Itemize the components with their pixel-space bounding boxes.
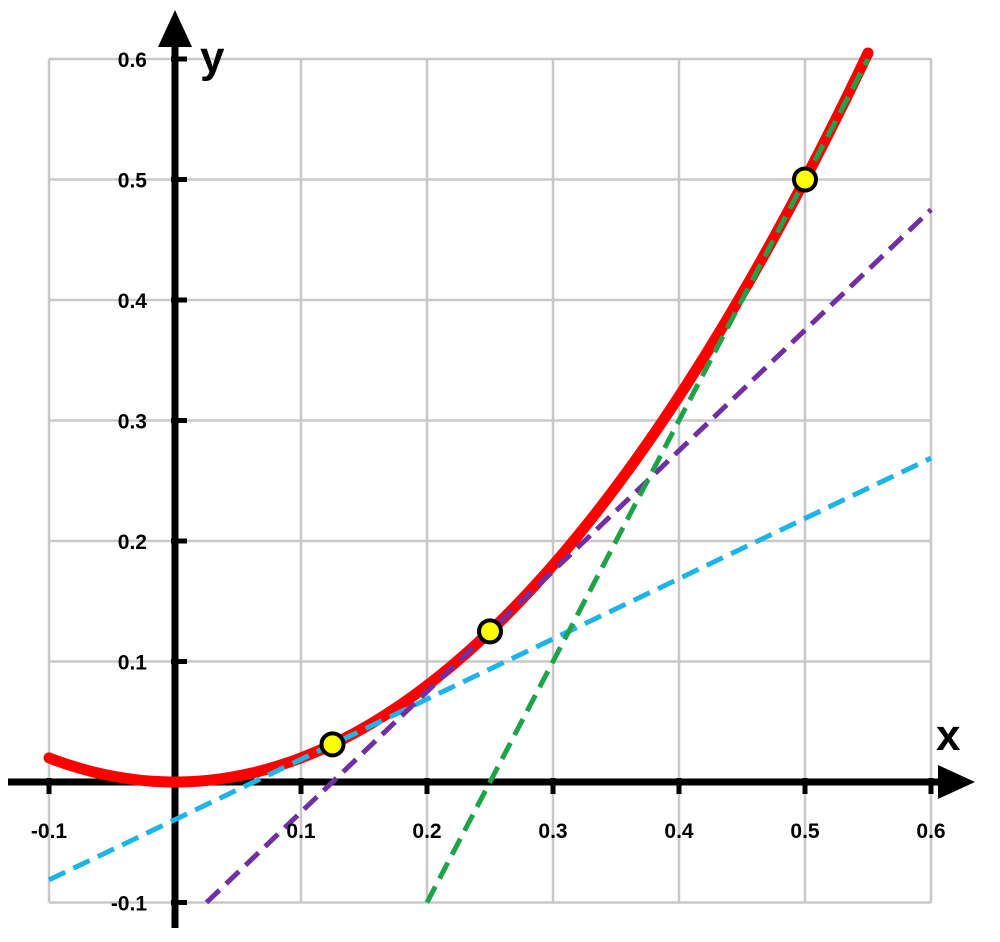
tangent-points (319, 166, 818, 758)
parabola-curve (43, 47, 874, 788)
tangent-point (792, 166, 818, 193)
y-axis-label: y (200, 33, 225, 82)
x-tick-label: 0.3 (538, 820, 567, 843)
y-tick-label: 0.1 (118, 652, 148, 675)
x-tick-label: 0.1 (286, 820, 316, 843)
tangent-line-green (424, 57, 871, 904)
plot-lines (43, 47, 933, 905)
y-tick-label: -0.1 (111, 893, 148, 916)
tick-labels: -0.1 0.1 0.2 0.3 0.4 0.5 0.6 0.1 0.2 0.3 0.4 0.5 0.6… (31, 49, 946, 916)
x-tick-label: 0.2 (412, 820, 441, 843)
y-axis-arrowhead (158, 10, 192, 47)
x-axis-label: x (936, 711, 961, 760)
tangent-line-blue (47, 455, 933, 883)
x-tick-label: 0.5 (790, 820, 820, 843)
tangent-point (319, 731, 346, 758)
grid (47, 57, 933, 904)
y-tick-label: 0.5 (118, 170, 148, 193)
axes (8, 10, 975, 928)
y-tick-label: 0.3 (118, 411, 147, 434)
tangent-line-purple (204, 207, 933, 905)
y-tick-label: 0.2 (118, 531, 147, 554)
x-tick-label: 0.6 (916, 820, 945, 843)
x-tick-label: 0.4 (664, 820, 694, 843)
y-tick-label: 0.6 (118, 49, 147, 72)
x-axis-arrowhead (938, 765, 975, 799)
y-tick-label: 0.4 (118, 290, 148, 313)
x-tick-label: -0.1 (31, 820, 68, 843)
tangent-point (477, 618, 503, 645)
